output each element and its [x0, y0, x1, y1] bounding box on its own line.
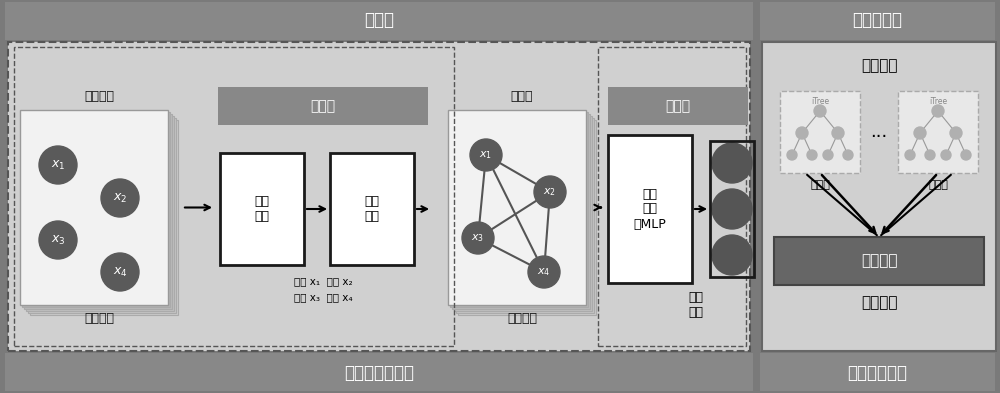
Circle shape	[712, 189, 752, 229]
Text: $x_2$: $x_2$	[543, 186, 557, 198]
Bar	[762, 42, 996, 351]
Bar	[450, 112, 588, 307]
Text: 载荷 x₃  偏移 x₄: 载荷 x₃ 偏移 x₄	[294, 292, 352, 302]
Text: 孤立森林: 孤立森林	[861, 59, 897, 73]
Bar	[8, 42, 750, 351]
Text: 显式关系: 显式关系	[507, 312, 537, 325]
Circle shape	[39, 146, 77, 184]
Bar	[220, 153, 304, 265]
Text: 权重
函数: 权重 函数	[364, 195, 380, 223]
Bar	[898, 91, 978, 173]
Bar	[452, 114, 590, 309]
Text: 采样
函数: 采样 函数	[254, 195, 270, 223]
Bar	[598, 47, 746, 346]
Bar	[608, 87, 748, 125]
Circle shape	[925, 150, 935, 160]
Text: 孤立树: 孤立树	[928, 180, 948, 190]
Bar	[14, 47, 454, 346]
Text: 转速 x₁  振动 x₂: 转速 x₁ 振动 x₂	[294, 276, 352, 286]
Circle shape	[914, 127, 926, 139]
Circle shape	[796, 127, 808, 139]
Text: 孤立树: 孤立树	[810, 180, 830, 190]
Circle shape	[932, 105, 944, 117]
Circle shape	[950, 127, 962, 139]
Text: 隐式关系: 隐式关系	[84, 312, 114, 325]
Circle shape	[961, 150, 971, 160]
Text: 编码器: 编码器	[364, 11, 394, 29]
Circle shape	[101, 179, 139, 217]
Text: 孤立森林模型: 孤立森林模型	[848, 364, 908, 382]
Text: 异常检测器: 异常检测器	[852, 11, 902, 29]
Text: $x_4$: $x_4$	[113, 265, 127, 279]
Bar	[26, 116, 174, 311]
Circle shape	[528, 256, 560, 288]
Text: 监测数据: 监测数据	[84, 90, 114, 103]
Circle shape	[905, 150, 915, 160]
Text: $x_1$: $x_1$	[479, 149, 493, 161]
Text: $x_1$: $x_1$	[51, 158, 65, 172]
Bar	[22, 112, 170, 307]
Circle shape	[39, 221, 77, 259]
Bar	[780, 91, 860, 173]
Bar	[710, 141, 754, 277]
Text: 关系
向量: 关系 向量	[688, 291, 704, 319]
Bar	[330, 153, 414, 265]
Circle shape	[814, 105, 826, 117]
Circle shape	[712, 235, 752, 275]
Bar	[454, 116, 592, 311]
Circle shape	[807, 150, 817, 160]
Text: 异常判据: 异常判据	[861, 296, 897, 310]
Circle shape	[470, 139, 502, 171]
Bar	[28, 118, 176, 313]
Circle shape	[787, 150, 797, 160]
Bar	[20, 110, 168, 305]
Bar	[5, 353, 753, 391]
Circle shape	[832, 127, 844, 139]
Bar	[448, 110, 586, 305]
Bar	[218, 87, 428, 125]
Text: iTree: iTree	[929, 97, 947, 105]
Text: $x_3$: $x_3$	[51, 233, 65, 246]
Text: $x_2$: $x_2$	[113, 191, 127, 204]
Bar	[456, 118, 594, 313]
Bar	[760, 2, 995, 40]
Text: $x_4$: $x_4$	[537, 266, 551, 278]
Bar	[760, 353, 995, 391]
Circle shape	[823, 150, 833, 160]
Text: 多层
感知
机MLP: 多层 感知 机MLP	[634, 187, 666, 231]
Text: $x_3$: $x_3$	[471, 232, 485, 244]
Text: 图学习: 图学习	[310, 99, 336, 113]
Text: ...: ...	[870, 123, 888, 141]
Bar	[30, 120, 178, 315]
Text: 平均深度: 平均深度	[861, 253, 897, 268]
Circle shape	[941, 150, 951, 160]
Text: 图神经网络模型: 图神经网络模型	[344, 364, 414, 382]
Bar	[608, 135, 692, 283]
Bar	[774, 237, 984, 285]
Circle shape	[843, 150, 853, 160]
Circle shape	[534, 176, 566, 208]
Circle shape	[712, 143, 752, 183]
Text: 图编码: 图编码	[665, 99, 691, 113]
Bar	[5, 2, 753, 40]
Text: iTree: iTree	[811, 97, 829, 105]
Circle shape	[462, 222, 494, 254]
Bar	[24, 114, 172, 309]
Text: 图结构: 图结构	[511, 90, 533, 103]
Circle shape	[101, 253, 139, 291]
Bar	[458, 120, 596, 315]
